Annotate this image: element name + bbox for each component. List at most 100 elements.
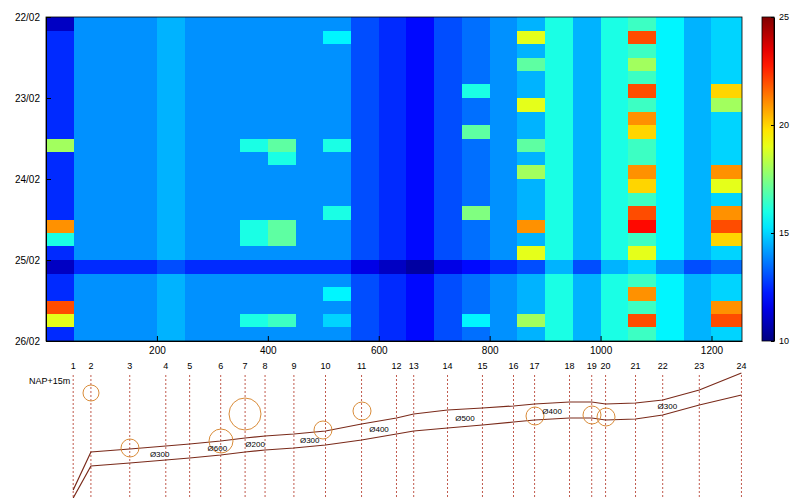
heatmap-cell <box>462 152 490 166</box>
heatmap-cell <box>711 246 742 260</box>
heatmap-cell <box>406 84 434 98</box>
heatmap-cell <box>129 17 157 31</box>
heatmap-cell <box>351 112 379 126</box>
heatmap-cell <box>379 112 407 126</box>
heatmap-cell <box>296 17 324 31</box>
heatmap-cell <box>517 152 545 166</box>
heatmap-cell <box>684 233 712 247</box>
heatmap-cell <box>74 193 102 207</box>
heatmap-cell <box>434 246 462 260</box>
heatmap-cell <box>656 301 684 315</box>
heatmap-cell <box>490 125 518 139</box>
heatmap-cell <box>379 246 407 260</box>
heatmap-cell <box>434 260 462 274</box>
heatmap-cell <box>684 112 712 126</box>
heatmap-cell <box>684 206 712 220</box>
heatmap-cell <box>545 98 573 112</box>
x-tick: 600 <box>371 336 388 356</box>
heatmap-cell <box>517 327 545 341</box>
heatmap-cell <box>351 125 379 139</box>
heatmap-cell <box>323 31 351 45</box>
heatmap-cell <box>379 260 407 274</box>
heatmap-cell <box>101 112 129 126</box>
heatmap-cell <box>656 206 684 220</box>
heatmap-cell <box>351 220 379 234</box>
heatmap-cell <box>323 246 351 260</box>
heatmap-cell <box>101 246 129 260</box>
heatmap-cell <box>129 274 157 288</box>
heatmap-cell <box>323 44 351 58</box>
heatmap-cell <box>129 84 157 98</box>
heatmap-cell <box>268 44 296 58</box>
colorbar-tick: 20 <box>771 120 789 130</box>
heatmap-cell <box>129 246 157 260</box>
heatmap-cell <box>379 327 407 341</box>
heatmap-cell <box>296 44 324 58</box>
heatmap-cell <box>406 287 434 301</box>
heatmap-cell <box>268 301 296 315</box>
heatmap-cell <box>101 152 129 166</box>
heatmap-cell <box>323 301 351 315</box>
heatmap-cell <box>711 58 742 72</box>
axis-line <box>47 341 743 342</box>
heatmap-cell <box>323 165 351 179</box>
manhole-line <box>90 375 91 498</box>
manhole-line <box>413 375 414 498</box>
heatmap-cell <box>185 112 213 126</box>
heatmap-cell <box>573 233 601 247</box>
heatmap-cell <box>656 314 684 328</box>
heatmap-cell <box>212 17 240 31</box>
y-axis: 22/0223/0224/0225/0226/02 <box>15 12 51 347</box>
heatmap-cell <box>157 314 185 328</box>
marker-circle <box>121 439 139 457</box>
heatmap-cell <box>573 179 601 193</box>
heatmap-cell <box>628 112 656 126</box>
heatmap-cell <box>656 260 684 274</box>
heatmap-cell <box>573 84 601 98</box>
manhole-label: 15 <box>477 361 487 371</box>
heatmap-cell <box>517 98 545 112</box>
heatmap-cell <box>379 206 407 220</box>
manhole-line <box>220 375 221 498</box>
heatmap-cell <box>240 31 268 45</box>
heatmap-cell <box>517 44 545 58</box>
heatmap-cell <box>323 71 351 85</box>
heatmap-cell <box>406 139 434 153</box>
heatmap-cell <box>46 246 74 260</box>
heatmap-cell <box>46 112 74 126</box>
heatmap-cell <box>711 301 742 315</box>
heatmap-cell <box>101 84 129 98</box>
heatmap-cell <box>46 152 74 166</box>
heatmap-cell <box>101 327 129 341</box>
heatmap-cell <box>46 58 74 72</box>
heatmap-cell <box>351 44 379 58</box>
heatmap-cell <box>684 98 712 112</box>
heatmap-cell <box>545 44 573 58</box>
heatmap-cell <box>268 71 296 85</box>
heatmap-cell <box>129 58 157 72</box>
heatmap-cell <box>240 193 268 207</box>
heatmap-cell <box>185 44 213 58</box>
heatmap-cell <box>212 206 240 220</box>
heatmap-cell <box>268 125 296 139</box>
heatmap-cell <box>212 112 240 126</box>
heatmap-cell <box>129 44 157 58</box>
heatmap-cell <box>101 301 129 315</box>
heatmap-cell <box>628 179 656 193</box>
heatmap-cell <box>684 246 712 260</box>
heatmap-cell <box>379 139 407 153</box>
heatmap-cell <box>46 314 74 328</box>
heatmap-cell <box>101 233 129 247</box>
heatmap-cell <box>101 260 129 274</box>
tick-label: 10 <box>779 336 789 346</box>
heatmap-cell <box>240 17 268 31</box>
manhole-line <box>396 375 397 498</box>
heatmap-cell <box>129 179 157 193</box>
heatmap-cell <box>545 58 573 72</box>
heatmap-cell <box>406 314 434 328</box>
heatmap-cell <box>462 314 490 328</box>
pipe-bottom <box>73 395 741 498</box>
heatmap-cell <box>296 274 324 288</box>
heatmap-cell <box>434 58 462 72</box>
heatmap-cell <box>46 301 74 315</box>
